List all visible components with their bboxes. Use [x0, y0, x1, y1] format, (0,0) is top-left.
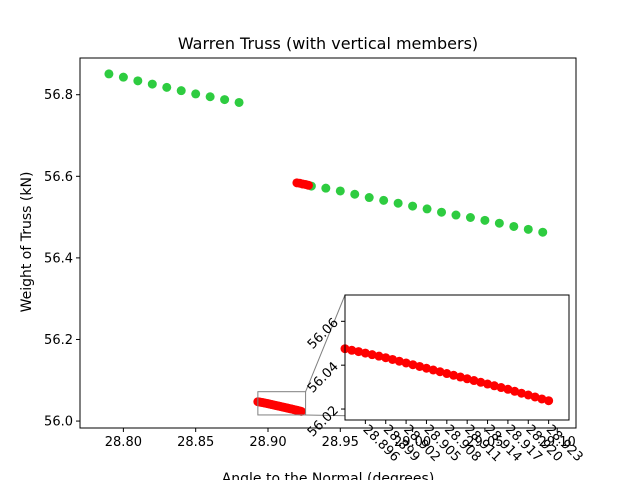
inset-data-point-18	[462, 374, 472, 384]
data-point-s0-18	[422, 204, 432, 214]
data-point-s0-4	[162, 82, 172, 92]
data-point-s0-12	[335, 186, 345, 196]
data-point-s0-22	[480, 215, 490, 225]
inset-data-point-3	[360, 348, 370, 358]
inset-data-point-27	[523, 390, 533, 400]
data-point-s0-3	[147, 79, 157, 89]
data-point-s0-14	[364, 193, 374, 203]
inset-data-points	[340, 344, 554, 406]
x-tick-label: 29.00	[394, 435, 431, 450]
inset-data-point-28	[530, 392, 540, 402]
main-data-points	[104, 69, 548, 416]
main-plot-frame	[79, 57, 577, 429]
x-axis-label: Angle to the Normal (degrees)	[222, 471, 435, 480]
y-tick-label: 56.8	[44, 88, 73, 103]
inset-data-point-16	[449, 370, 459, 380]
zoom-region-box	[257, 391, 307, 416]
data-point-s0-25	[523, 224, 533, 234]
inset-frame	[344, 294, 570, 421]
x-tick-label: 28.90	[249, 435, 286, 450]
data-point-s0-5	[176, 86, 186, 96]
data-point-s0-6	[191, 89, 201, 99]
data-point-s0-24	[509, 221, 519, 231]
data-point-s1-4	[303, 180, 313, 190]
inset-data-point-23	[496, 383, 506, 393]
x-tick-label: 29.10	[539, 435, 576, 450]
x-tick-label: 29.05	[466, 435, 503, 450]
inset-data-point-13	[428, 365, 438, 375]
inset-data-point-24	[503, 384, 513, 394]
data-point-s0-16	[393, 198, 403, 208]
data-point-s0-15	[379, 195, 389, 205]
inset-data-point-7	[388, 354, 398, 364]
inset-data-point-20	[476, 377, 486, 387]
data-point-s0-19	[437, 207, 447, 217]
data-point-s0-1	[118, 72, 128, 82]
x-tick-label: 28.80	[105, 435, 142, 450]
inset-data-point-5	[374, 351, 384, 361]
chart-title: Warren Truss (with vertical members)	[178, 34, 478, 53]
inset-data-point-1	[347, 345, 357, 355]
data-point-s0-7	[205, 92, 215, 102]
inset-data-point-30	[544, 396, 554, 406]
y-tick-label: 56.6	[44, 170, 73, 185]
inset-data-point-26	[516, 388, 526, 398]
inset-data-point-15	[442, 369, 452, 379]
inset-y-tick-label: 56.04	[305, 359, 342, 396]
data-point-s0-23	[494, 218, 504, 228]
inset-data-point-14	[435, 367, 445, 377]
inset-data-point-12	[421, 363, 431, 373]
x-axis-ticks: 28.80 28.85 28.90 28.95 29.00 29.05 29.10	[105, 428, 576, 450]
inset-data-point-2	[354, 347, 364, 357]
inset-data-point-21	[483, 379, 493, 389]
y-axis-label: Weight of Truss (kN)	[19, 172, 35, 313]
data-point-s0-21	[465, 213, 475, 223]
data-point-s0-8	[220, 95, 230, 105]
inset-data-point-4	[367, 350, 377, 360]
y-tick-label: 56.4	[44, 251, 73, 266]
data-point-s0-11	[321, 183, 331, 193]
inset-x-axis-ticks: 28.89628.89928.90228.90528.90828.91128.9…	[360, 420, 586, 465]
inset-data-point-19	[469, 376, 479, 386]
data-point-s0-0	[104, 69, 114, 79]
data-point-s0-20	[451, 210, 461, 220]
inset-data-point-8	[394, 356, 404, 366]
inset-data-point-10	[408, 360, 418, 370]
data-point-s0-26	[538, 227, 548, 237]
y-tick-label: 56.2	[44, 333, 73, 348]
inset-data-point-25	[510, 386, 520, 396]
data-point-s0-2	[133, 76, 143, 86]
inset-data-point-9	[401, 358, 411, 368]
y-tick-label: 56.0	[44, 415, 73, 430]
inset-data-point-22	[489, 381, 499, 391]
data-point-s0-13	[350, 189, 360, 199]
inset-data-point-17	[455, 372, 465, 382]
x-tick-label: 28.95	[322, 435, 359, 450]
inset-data-point-6	[381, 353, 391, 363]
main-plot-area: 28.80 28.85 28.90 28.95 29.00 29.05 29.10 56.0…	[44, 57, 577, 450]
inset-data-point-11	[415, 361, 425, 371]
inset-data-point-29	[537, 394, 547, 404]
y-axis-ticks: 56.0 56.2 56.4 56.6 56.8	[44, 88, 80, 430]
data-point-s0-9	[234, 97, 244, 107]
data-point-s0-17	[408, 201, 418, 211]
zoom-connector-line	[305, 294, 346, 392]
x-tick-label: 28.85	[177, 435, 214, 450]
data-point-s2-30	[296, 406, 306, 416]
